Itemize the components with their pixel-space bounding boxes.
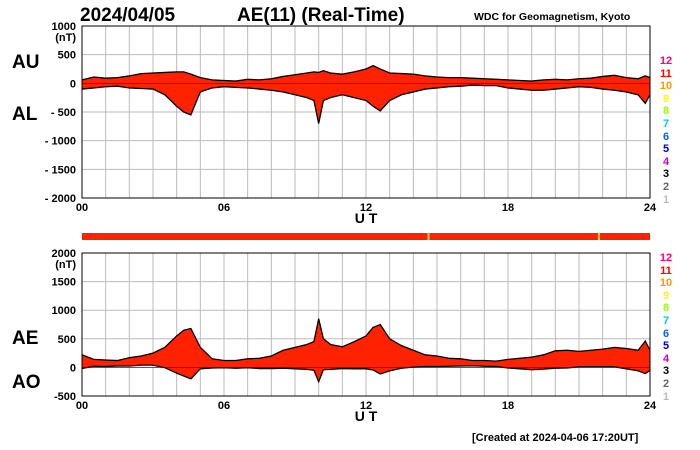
level-key: 7 [662, 314, 670, 327]
bottom-panel: 2000 1500 1000 500 0 -500 (nT) 00 06 12 18 24 U T [52, 248, 657, 424]
level-key: 2 [662, 180, 670, 193]
series-line-ae [81, 318, 651, 362]
ae-label: AE [12, 328, 39, 349]
ao-label: AO [12, 372, 41, 393]
top-frame [81, 25, 651, 199]
created-timestamp: [Created at 2024-04-06 17:20UT] [472, 432, 639, 444]
al-label: AL [12, 104, 38, 125]
y-tick-label: 500 [58, 50, 76, 62]
level-key: 5 [662, 143, 670, 156]
y-tick-label: 0 [70, 362, 76, 374]
top-panel: 1000 500 0 - 500 - 1000 - 1500 - 2000 (nT) 00 06 1… [45, 21, 657, 226]
x-axis-label: U T [355, 210, 378, 226]
series-line-al [81, 84, 651, 124]
chart-title: AE(11) (Real-Time) [237, 5, 405, 26]
y-axis-unit: (nT) [55, 32, 76, 44]
x-tick-label: 00 [76, 202, 88, 214]
level-key: 3 [662, 365, 670, 378]
x-tick-label: 06 [218, 400, 230, 412]
y-tick-label: - 1000 [45, 136, 76, 148]
level-key: 12 [659, 252, 673, 264]
coverage-strip [82, 233, 650, 240]
y-tick-label: 1000 [52, 21, 76, 33]
x-axis-label: U T [355, 408, 378, 424]
level-key: 11 [660, 67, 672, 80]
x-tick-label: 00 [76, 400, 88, 412]
y-tick-label: 2000 [52, 248, 76, 260]
level-key: 8 [662, 302, 670, 315]
y-tick-label: 500 [58, 334, 76, 346]
x-tick-label: 18 [502, 202, 514, 214]
y-tick-label: 1000 [52, 305, 76, 317]
y-axis-unit: (nT) [55, 259, 76, 271]
level-key: 4 [662, 155, 670, 168]
level-key: 11 [660, 264, 672, 277]
level-key: 3 [662, 168, 670, 181]
data-source-label: WDC for Geomagnetism, Kyoto [474, 11, 631, 23]
level-key: 9 [662, 289, 670, 302]
y-tick-label: - 2000 [45, 193, 76, 205]
y-tick-label: 0 [70, 78, 76, 90]
bottom-frame [81, 252, 651, 397]
level-key: 12 [659, 55, 673, 67]
x-tick-label: 24 [644, 202, 657, 214]
y-tick-label: - 500 [51, 107, 76, 119]
level-key: 10 [659, 80, 673, 93]
level-key: 7 [662, 117, 670, 130]
level-legend-bottom: 12 11 10 9 8 7 6 5 4 3 2 1 [654, 252, 678, 403]
bottom-band-fill [82, 318, 650, 382]
level-key: 2 [662, 377, 670, 390]
level-key: 6 [662, 327, 670, 340]
y-tick-label: - 1500 [45, 164, 76, 176]
coverage-bar [82, 233, 650, 240]
chart-date: 2024/04/05 [80, 5, 176, 26]
level-key: 9 [662, 92, 670, 105]
level-legend-top: 12 11 10 9 8 7 6 5 4 3 2 1 [654, 55, 678, 206]
series-line-ao [81, 364, 651, 384]
level-key: 5 [662, 340, 670, 353]
y-tick-label: 1500 [52, 277, 76, 289]
level-key: 8 [662, 105, 670, 118]
y-tick-label: -500 [54, 391, 76, 403]
series-line-au [81, 64, 651, 82]
x-tick-label: 24 [644, 400, 657, 412]
level-key: 1 [662, 193, 670, 206]
coverage-mark [427, 233, 430, 240]
level-key: 1 [662, 390, 670, 403]
level-key: 6 [662, 130, 670, 143]
level-key: 4 [662, 352, 670, 365]
x-tick-label: 12 [360, 400, 372, 412]
coverage-mark [597, 233, 600, 240]
x-tick-label: 18 [502, 400, 514, 412]
au-label: AU [12, 52, 40, 73]
x-tick-label: 06 [218, 202, 230, 214]
level-key: 10 [659, 277, 673, 290]
x-tick-label: 12 [360, 202, 372, 214]
